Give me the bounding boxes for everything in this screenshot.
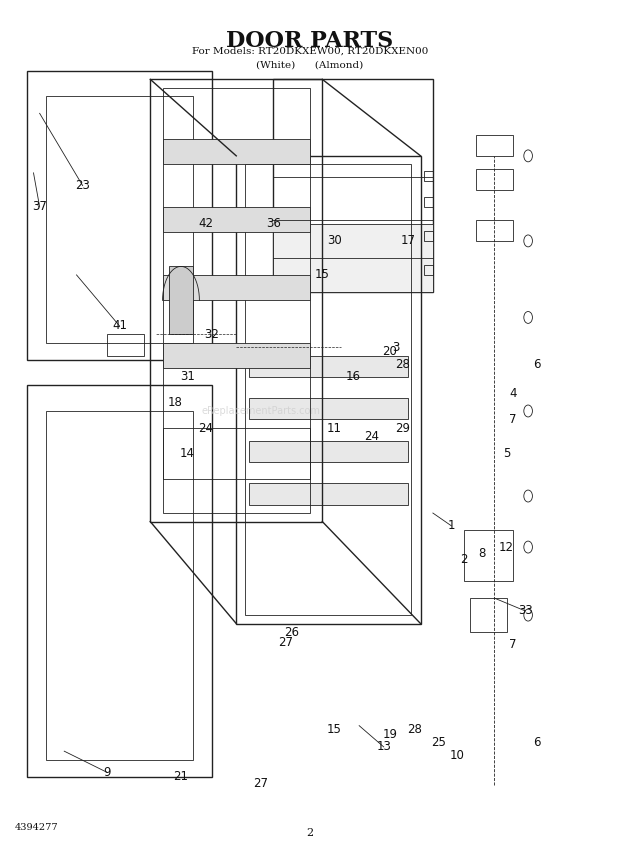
Bar (476, 220, 513, 241)
Text: 13: 13 (376, 740, 391, 753)
Bar (27, 71, 211, 360)
Bar (107, 335, 144, 356)
Text: 8: 8 (479, 546, 485, 560)
Bar (162, 343, 310, 368)
Text: 36: 36 (266, 217, 281, 230)
Text: 21: 21 (174, 770, 188, 783)
Text: 15: 15 (315, 269, 330, 282)
Bar (464, 530, 513, 581)
Bar (162, 88, 310, 513)
Text: 32: 32 (204, 328, 219, 341)
Text: 2: 2 (460, 553, 467, 567)
Text: 4: 4 (509, 388, 516, 401)
Bar (169, 266, 193, 335)
Bar (162, 139, 310, 164)
Bar (27, 385, 211, 776)
Text: 41: 41 (112, 319, 127, 332)
Bar (236, 156, 420, 624)
Bar (246, 164, 412, 615)
Text: 28: 28 (395, 358, 410, 371)
Text: 1: 1 (448, 520, 455, 532)
Bar (423, 171, 433, 181)
Text: 7: 7 (509, 639, 516, 651)
Bar (249, 398, 409, 419)
Text: 20: 20 (383, 345, 397, 358)
Bar (273, 80, 433, 292)
Bar (249, 484, 409, 504)
Text: 17: 17 (401, 235, 416, 247)
Text: 30: 30 (327, 235, 342, 247)
Text: 2: 2 (306, 828, 314, 838)
Bar (476, 134, 513, 156)
Text: 26: 26 (284, 626, 299, 639)
Bar (273, 224, 433, 292)
Text: 15: 15 (327, 723, 342, 736)
Text: 19: 19 (383, 728, 397, 740)
Text: 37: 37 (32, 200, 47, 213)
Text: 5: 5 (503, 447, 510, 460)
Bar (46, 97, 193, 343)
Bar (162, 428, 310, 479)
Text: 14: 14 (180, 447, 195, 460)
Text: 16: 16 (345, 371, 360, 383)
Bar (423, 265, 433, 275)
Text: For Models: RT20DKXEW00, RT20DKXEN00: For Models: RT20DKXEW00, RT20DKXEN00 (192, 47, 428, 56)
Text: (White)      (Almond): (White) (Almond) (257, 61, 363, 69)
Text: 27: 27 (254, 777, 268, 790)
Bar (46, 411, 193, 759)
Text: 24: 24 (364, 430, 379, 443)
Text: 28: 28 (407, 723, 422, 736)
Text: 23: 23 (75, 179, 90, 192)
Bar (476, 169, 513, 190)
Bar (423, 197, 433, 207)
Text: 6: 6 (534, 358, 541, 371)
Text: 12: 12 (499, 540, 514, 554)
Text: 11: 11 (327, 421, 342, 435)
Text: 33: 33 (518, 604, 533, 617)
Bar (150, 80, 322, 521)
Bar (470, 598, 507, 632)
Text: 9: 9 (104, 766, 111, 779)
Text: 31: 31 (180, 371, 195, 383)
Text: DOOR PARTS: DOOR PARTS (226, 30, 394, 52)
Text: 10: 10 (450, 749, 465, 762)
Bar (162, 275, 310, 300)
Text: 4394277: 4394277 (15, 823, 59, 832)
Text: 42: 42 (198, 217, 213, 230)
Bar (249, 356, 409, 377)
Bar (162, 207, 310, 232)
Bar (423, 231, 433, 241)
Text: 24: 24 (198, 421, 213, 435)
Text: eReplacementParts.com: eReplacementParts.com (202, 406, 321, 416)
Text: 25: 25 (432, 736, 446, 749)
Text: 27: 27 (278, 636, 293, 649)
Text: 7: 7 (509, 413, 516, 426)
Text: 3: 3 (392, 341, 400, 354)
Text: 6: 6 (534, 736, 541, 749)
Bar (249, 441, 409, 462)
Text: 18: 18 (167, 396, 182, 409)
Text: 29: 29 (395, 421, 410, 435)
